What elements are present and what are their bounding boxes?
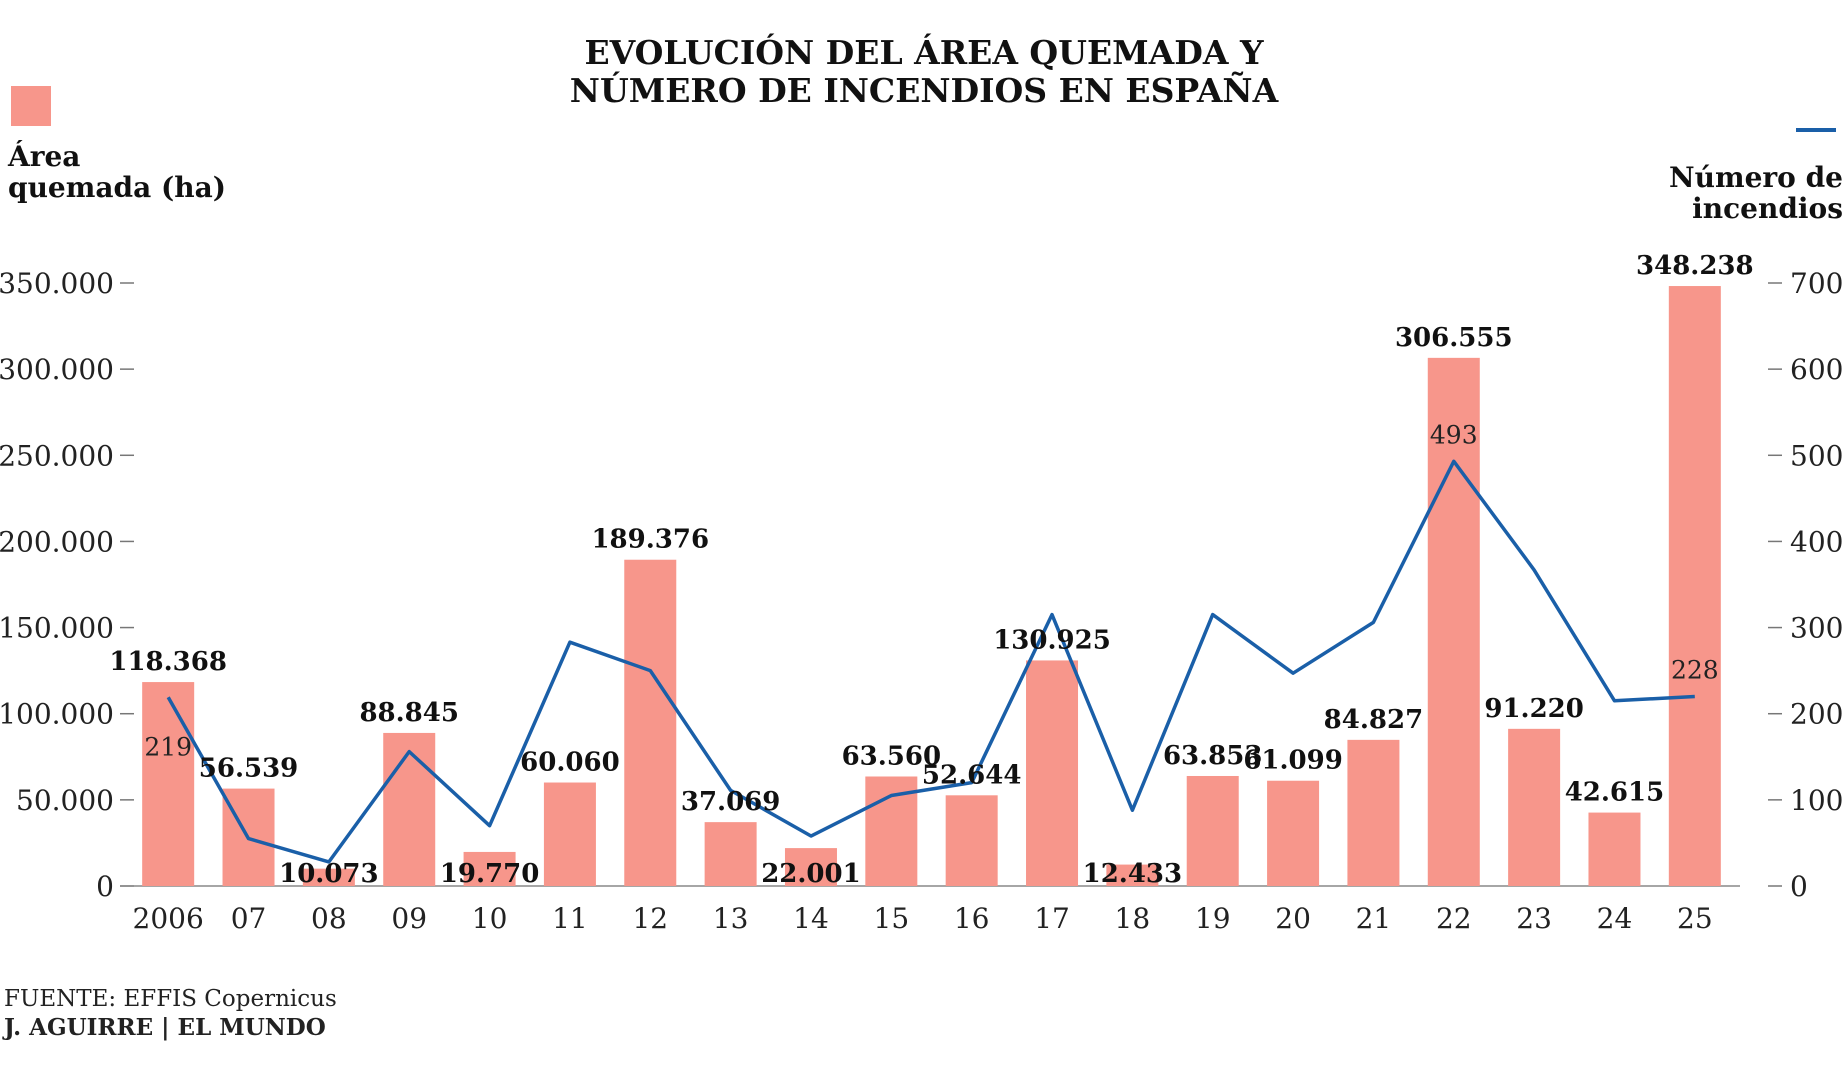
left-tick-label: 200.000	[0, 525, 114, 558]
bar-12	[624, 559, 677, 886]
bar-18	[1106, 864, 1159, 886]
bar-value-label: 37.069	[681, 787, 781, 817]
bar-16	[945, 795, 998, 886]
right-tick-label: 200	[1790, 698, 1843, 731]
bar-value-label: 88.845	[359, 698, 459, 728]
bar-value-label: 12.433	[1083, 859, 1183, 889]
x-tick-label: 24	[1597, 902, 1633, 935]
incendios-line	[166, 459, 1695, 864]
bar-value-label: 60.060	[520, 748, 620, 778]
bar-value-label: 306.555	[1395, 323, 1513, 353]
bar-value-label: 61.099	[1243, 746, 1343, 776]
line-series	[166, 459, 1695, 864]
left-tick-label: 150.000	[0, 612, 114, 645]
right-axis-title: Número de	[1669, 161, 1843, 194]
bar-17	[1026, 660, 1079, 886]
x-tick-label: 19	[1195, 902, 1231, 935]
x-tick-label: 17	[1034, 902, 1070, 935]
right-tick-label: 300	[1790, 612, 1843, 645]
bar-value-label: 91.220	[1484, 694, 1584, 724]
title-line: EVOLUCIÓN DEL ÁREA QUEMADA Y	[584, 32, 1263, 72]
bar-value-label: 118.368	[109, 647, 227, 677]
x-tick-label: 09	[391, 902, 427, 935]
left-tick-label: 350.000	[0, 267, 114, 300]
bar-value-label: 52.644	[922, 760, 1022, 790]
bar-14	[784, 848, 837, 886]
bar-25	[1668, 286, 1721, 887]
left-tick-label: 300.000	[0, 353, 114, 386]
right-tick-label: 600	[1790, 353, 1843, 386]
x-tick-label: 12	[632, 902, 668, 935]
x-tick-label: 21	[1356, 902, 1392, 935]
line-value-label: 228	[1671, 655, 1719, 684]
right-tick-label: 500	[1790, 439, 1843, 472]
right-tick-label: 400	[1790, 525, 1843, 558]
x-tick-label: 18	[1115, 902, 1151, 935]
x-tick-label: 08	[311, 902, 347, 935]
bar-19	[1186, 775, 1239, 886]
x-tick-label: 25	[1677, 902, 1713, 935]
bar-08	[302, 868, 355, 886]
line-value-label: 219	[144, 732, 192, 761]
bar-value-label: 130.925	[993, 625, 1111, 655]
axes: 0 50.000 100.000 150.000 200.000 250.000 300.0…	[0, 267, 1843, 935]
left-tick-label: 50.000	[16, 784, 114, 817]
bar-value-label: 63.853	[1163, 741, 1263, 771]
title-line: NÚMERO DE INCENDIOS EN ESPAÑA	[570, 70, 1279, 110]
bar-24	[1588, 812, 1641, 886]
x-tick-label: 20	[1275, 902, 1311, 935]
source-note: FUENTE: EFFIS Copernicus	[4, 986, 337, 1012]
legend-bar-swatch	[11, 86, 51, 126]
bar-21	[1347, 739, 1400, 886]
x-tick-label: 11	[552, 902, 588, 935]
right-axis-title: incendios	[1692, 192, 1843, 225]
left-tick-label: 250.000	[0, 439, 114, 472]
bar-22	[1427, 357, 1480, 887]
x-tick-label: 13	[713, 902, 749, 935]
bar-13	[704, 822, 757, 886]
credit-note: J. AGUIRRE | EL MUNDO	[4, 1014, 326, 1041]
x-tick-label: 22	[1436, 902, 1472, 935]
bar-value-label: 10.073	[279, 859, 379, 889]
bar-09	[383, 732, 436, 886]
data-labels: 118.368 56.539 10.073 88.845 19.770 60.060 189…	[109, 251, 1753, 889]
x-tick-label: 14	[793, 902, 829, 935]
x-tick-label: 07	[231, 902, 267, 935]
bar-value-label: 189.376	[591, 525, 709, 555]
bar-value-label: 22.001	[761, 859, 861, 889]
x-tick-label: 15	[874, 902, 910, 935]
left-tick-label: 0	[96, 870, 114, 903]
bar-23	[1508, 728, 1561, 886]
bar-value-label: 42.615	[1565, 778, 1665, 808]
x-tick-label: 16	[954, 902, 990, 935]
bar-value-label: 63.560	[842, 741, 942, 771]
bar-value-label: 56.539	[199, 754, 299, 784]
right-tick-label: 0	[1790, 870, 1808, 903]
right-tick-label: 100	[1790, 784, 1843, 817]
right-tick-label: 700	[1790, 267, 1843, 300]
bar-11	[543, 782, 596, 886]
x-tick-label: 2006	[133, 902, 204, 935]
bar-10	[463, 851, 516, 886]
bar-series	[142, 286, 1721, 887]
x-tick-label: 10	[472, 902, 508, 935]
left-tick-label: 100.000	[0, 698, 114, 731]
bar-value-label: 19.770	[440, 859, 540, 889]
left-axis-title: Área	[7, 140, 80, 173]
bar-20	[1267, 780, 1320, 886]
left-axis-title: quemada (ha)	[8, 171, 226, 204]
bar-2006	[142, 682, 195, 886]
bar-value-label: 348.238	[1636, 251, 1754, 281]
line-value-label: 493	[1430, 420, 1478, 449]
x-tick-label: 23	[1516, 902, 1552, 935]
bar-value-label: 84.827	[1324, 705, 1424, 735]
